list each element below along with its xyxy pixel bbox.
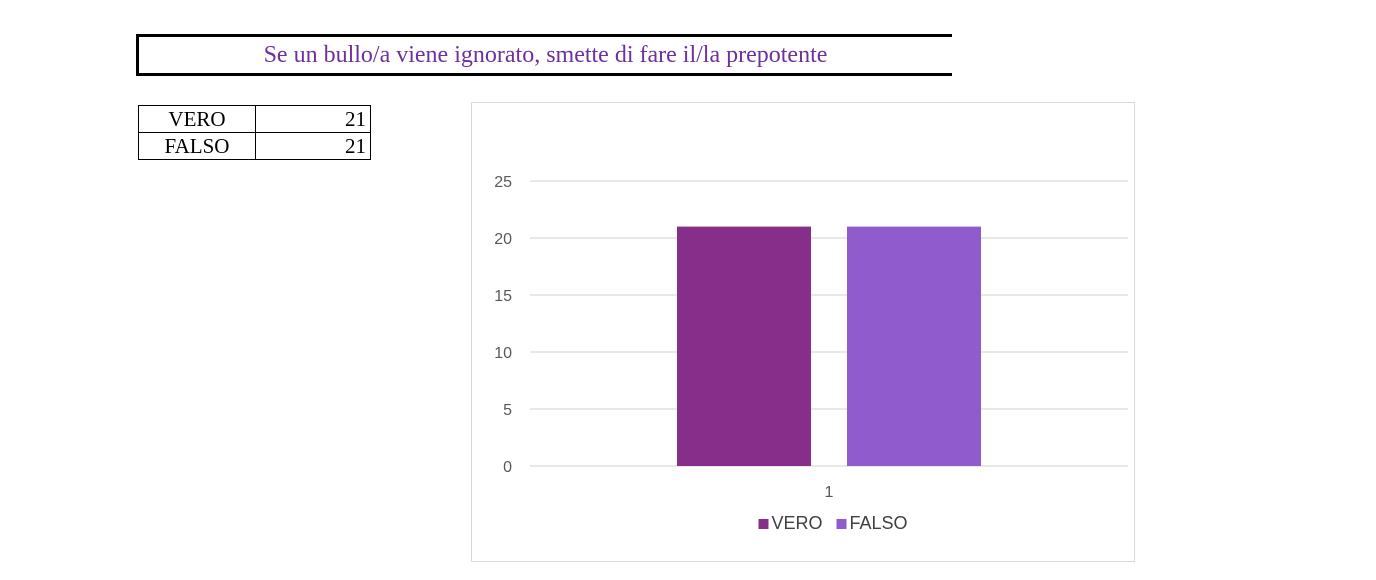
- legend-label: VERO: [772, 513, 823, 533]
- table-cell-value: 21: [255, 132, 371, 160]
- bar: [847, 226, 981, 466]
- table-row: VERO 21: [138, 105, 371, 133]
- table-row: FALSO 21: [138, 132, 371, 160]
- y-tick-label: 0: [503, 459, 512, 476]
- chart-area: 0 5 10 15 20 25 1 VERO FALSO: [471, 102, 1135, 562]
- y-tick-label: 10: [494, 345, 512, 362]
- page-title: Se un bullo/a viene ignorato, smette di …: [263, 41, 828, 68]
- data-table: VERO 21 FALSO 21: [138, 105, 371, 160]
- y-tick-label: 5: [503, 402, 512, 419]
- bar: [677, 226, 811, 466]
- y-tick-label: 20: [494, 231, 512, 248]
- table-cell-value: 21: [255, 105, 371, 133]
- legend-swatch: [758, 519, 769, 529]
- table-cell-label: FALSO: [138, 132, 256, 160]
- legend-swatch: [836, 519, 847, 529]
- y-tick-label: 15: [494, 288, 512, 305]
- y-tick-label: 25: [494, 174, 512, 191]
- table-cell-label: VERO: [138, 105, 256, 133]
- x-tick-label: 1: [825, 484, 834, 501]
- legend-label: FALSO: [850, 513, 908, 533]
- title-box: Se un bullo/a viene ignorato, smette di …: [136, 34, 952, 76]
